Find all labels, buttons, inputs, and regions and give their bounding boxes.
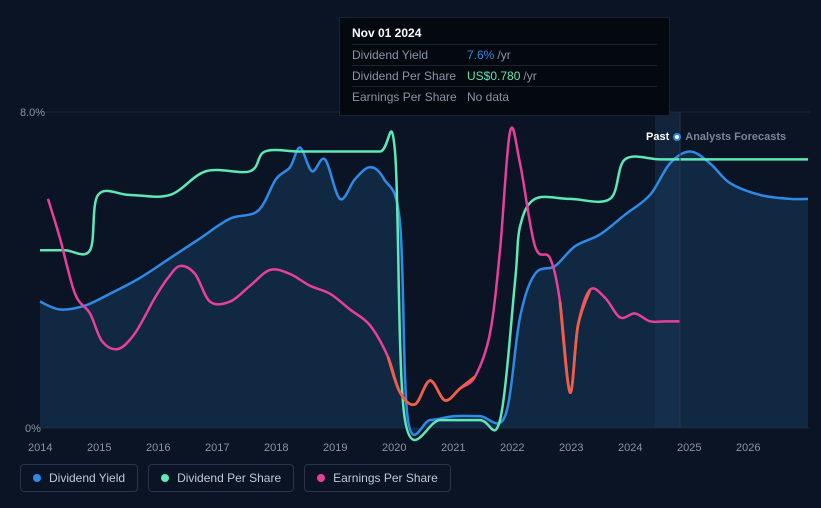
chart-legend: Dividend Yield Dividend Per Share Earnings… [20,464,451,492]
tooltip-row: Earnings Per ShareNo data [352,86,657,107]
legend-dot-icon [317,474,325,482]
tooltip-row: Dividend Per ShareUS$0.780/yr [352,65,657,86]
tooltip-row: Dividend Yield7.6%/yr [352,44,657,65]
forecast-label: Analysts Forecasts [685,131,786,143]
legend-item[interactable]: Dividend Per Share [148,464,294,492]
tooltip-unit: /yr [497,48,510,62]
legend-label: Dividend Per Share [177,471,281,485]
tooltip-label: Dividend Yield [352,48,467,62]
x-axis-year: 2020 [382,442,406,454]
legend-item[interactable]: Dividend Yield [20,464,138,492]
x-axis-year: 2021 [441,442,465,454]
tooltip-date: Nov 01 2024 [352,26,657,40]
chart-tooltip: Nov 01 2024 Dividend Yield7.6%/yrDividen… [339,17,670,116]
legend-label: Dividend Yield [49,471,125,485]
x-axis-year: 2024 [618,442,642,454]
x-axis-year: 2019 [323,442,347,454]
tooltip-label: Dividend Per Share [352,69,467,83]
tooltip-value: US$0.780 [467,69,520,83]
tooltip-value: No data [467,90,509,104]
tooltip-value: 7.6% [467,48,494,62]
tooltip-unit: /yr [523,69,536,83]
legend-dot-icon [161,474,169,482]
legend-label: Earnings Per Share [333,471,438,485]
x-axis-year: 2014 [28,442,52,454]
y-axis-max-label: 8.0% [20,107,45,119]
x-axis-year: 2018 [264,442,288,454]
x-axis-year: 2015 [87,442,111,454]
x-axis-year: 2022 [500,442,524,454]
x-axis-year: 2016 [146,442,170,454]
x-axis-year: 2025 [677,442,701,454]
legend-dot-icon [33,474,41,482]
x-axis-year: 2017 [205,442,229,454]
x-axis-year: 2026 [736,442,760,454]
x-axis-year: 2023 [559,442,583,454]
current-marker-icon [673,133,681,141]
y-axis-min-label: 0% [25,423,41,435]
tooltip-label: Earnings Per Share [352,90,467,104]
legend-item[interactable]: Earnings Per Share [304,464,451,492]
dividend-chart: 8.0% 0% 2014 2015 2016 2017 2018 2019 2020 2021… [0,0,821,508]
past-label: Past [646,131,669,143]
past-forecast-divider: Past Analysts Forecasts [646,131,786,143]
